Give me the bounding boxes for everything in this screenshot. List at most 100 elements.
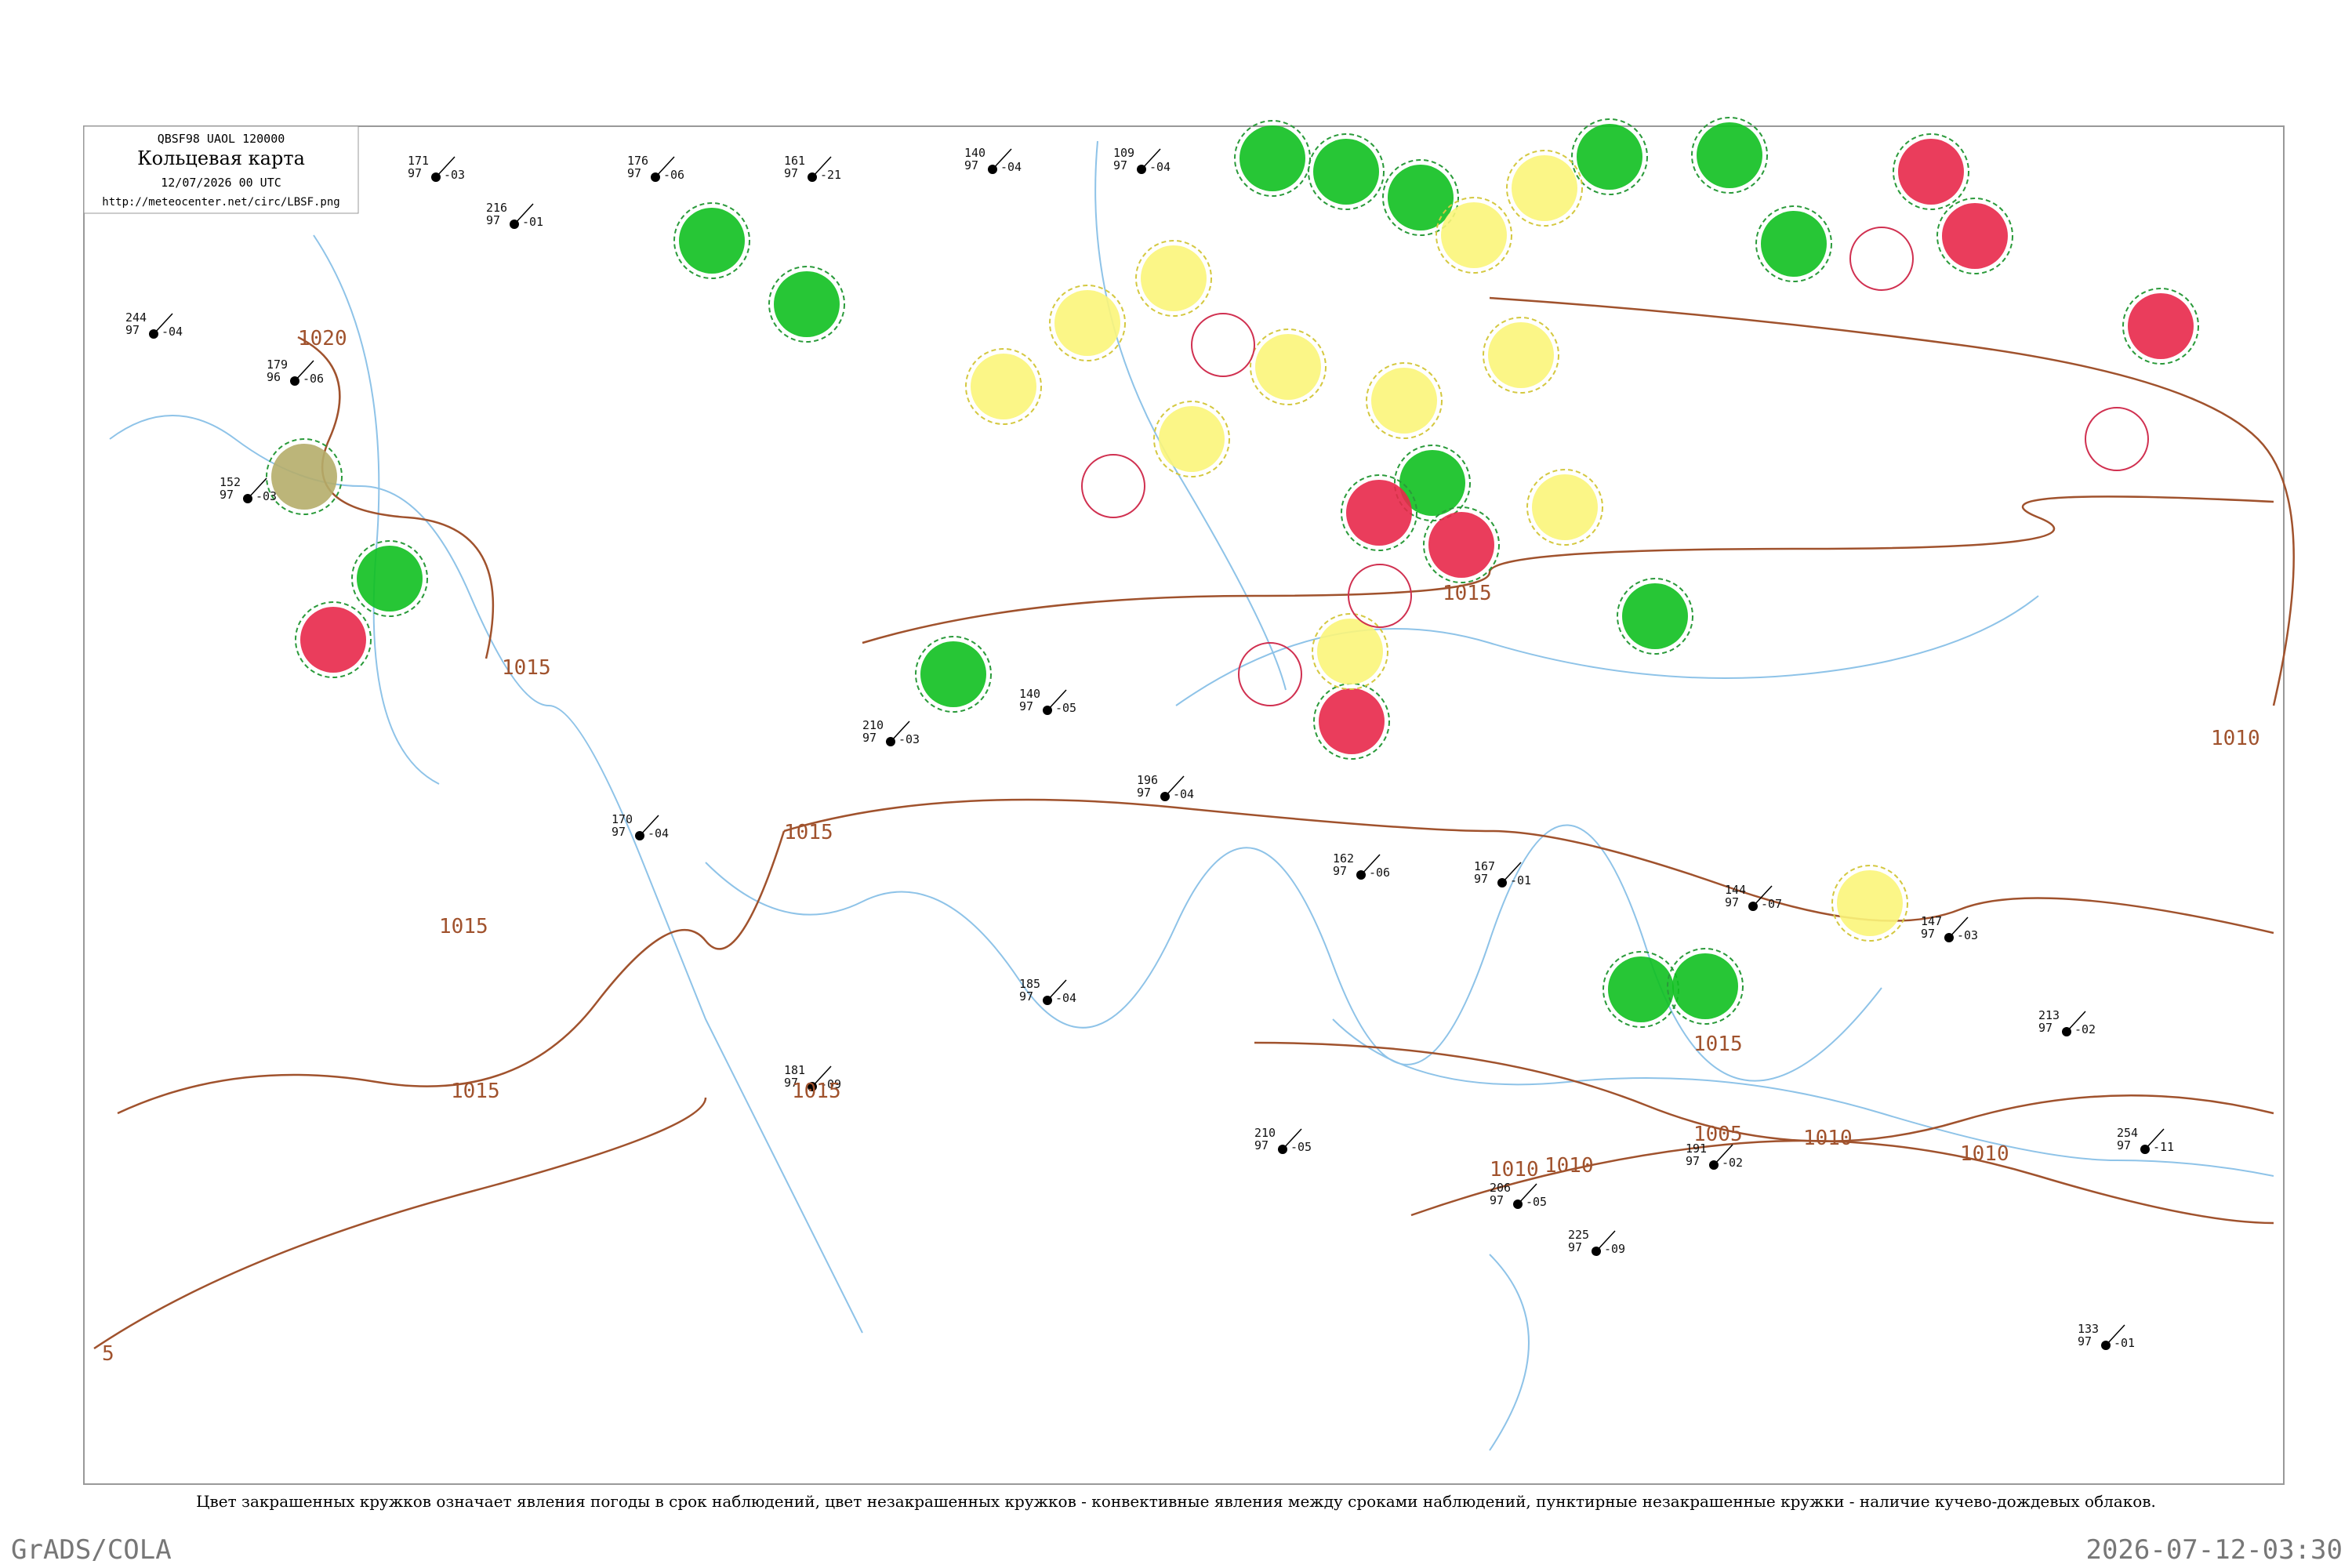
- station-value: -05: [1055, 701, 1076, 715]
- station-value: 97: [627, 166, 641, 180]
- weather-circle: [1577, 124, 1642, 190]
- station-value: 206: [1490, 1181, 1511, 1195]
- isobar-label: 1015: [784, 821, 833, 844]
- weather-circle: [1317, 619, 1383, 684]
- footer-left: GrADS/COLA: [11, 1534, 172, 1566]
- station-value: -01: [2114, 1336, 2135, 1350]
- wind-barb: [811, 156, 832, 178]
- weather-circle: [1898, 139, 1964, 205]
- weather-circle: [1388, 165, 1454, 230]
- weather-circle: [1532, 474, 1598, 540]
- station-value: 254: [2117, 1126, 2138, 1140]
- station-value: -06: [1369, 866, 1390, 880]
- dashed-ring: [965, 348, 1042, 425]
- map-frame: [83, 125, 2285, 1485]
- station-value: 171: [408, 154, 429, 168]
- station-value: -01: [1510, 873, 1531, 887]
- weather-circle: [357, 546, 423, 612]
- weather-circle: [1141, 245, 1207, 311]
- station-value: 97: [220, 488, 234, 502]
- station-value: -02: [1722, 1156, 1743, 1170]
- wind-barb: [639, 815, 659, 837]
- station-value: 109: [1113, 146, 1134, 160]
- weather-circle: [1608, 956, 1674, 1022]
- station-value: 97: [408, 166, 422, 180]
- station-value: -09: [820, 1077, 841, 1091]
- station-value: -03: [898, 732, 920, 746]
- station-value: -04: [1149, 160, 1171, 174]
- weather-circle: [1346, 480, 1412, 546]
- isobar-label: 1015: [792, 1080, 841, 1103]
- station-value: -04: [162, 325, 183, 339]
- station-value: 170: [612, 812, 633, 826]
- wind-barb: [1141, 148, 1161, 170]
- dashed-ring: [1936, 198, 2013, 274]
- wind-barb: [153, 313, 173, 335]
- dashed-ring: [295, 601, 372, 678]
- dashed-ring: [1691, 117, 1768, 194]
- station-value: -07: [1761, 897, 1782, 911]
- station-value: 97: [784, 1076, 798, 1090]
- dashed-ring: [1436, 197, 1512, 274]
- station-value: 144: [1725, 883, 1746, 897]
- weather-circle: [1159, 406, 1225, 472]
- weather-circle: [1371, 368, 1437, 434]
- station-value: -11: [2153, 1140, 2174, 1154]
- wind-barb: [1752, 885, 1773, 907]
- dashed-ring: [1755, 205, 1832, 282]
- station-value: 179: [267, 358, 288, 372]
- station-value: 191: [1686, 1142, 1707, 1156]
- wind-barb: [811, 1065, 832, 1087]
- station-value: 213: [2038, 1008, 2060, 1022]
- station-value: 97: [1254, 1138, 1269, 1152]
- wind-barb: [1282, 1128, 1302, 1150]
- wind-barb: [514, 203, 534, 225]
- dashed-ring: [1049, 285, 1126, 361]
- weather-circle: [300, 607, 366, 673]
- weather-circles: [266, 117, 2199, 1028]
- dashed-ring: [1341, 474, 1417, 551]
- station-value: 147: [1921, 914, 1942, 928]
- footer-right: 2026-07-12-03:30: [2085, 1534, 2343, 1566]
- station-value: 97: [125, 323, 140, 337]
- dashed-ring: [1312, 613, 1388, 690]
- dashed-ring: [2122, 288, 2199, 365]
- weather-circle: [1428, 512, 1494, 578]
- station-value: -03: [1957, 928, 1978, 942]
- station-value: 225: [1568, 1228, 1589, 1242]
- convective-ring: [2085, 407, 2149, 471]
- station-value: 97: [2117, 1138, 2131, 1152]
- isobar-label: 1015: [1693, 1033, 1743, 1056]
- weather-circle: [920, 641, 986, 707]
- station-value: -04: [1000, 160, 1022, 174]
- station-value: 244: [125, 310, 147, 325]
- weather-circle: [1512, 155, 1577, 221]
- wind-barb: [1713, 1144, 1733, 1166]
- isobar-label: 1015: [1443, 582, 1492, 605]
- station-value: 176: [627, 154, 648, 168]
- dashed-ring: [351, 540, 428, 617]
- dashed-ring: [1526, 469, 1603, 546]
- station-value: 97: [1137, 786, 1151, 800]
- station-value: 97: [1019, 699, 1033, 713]
- map-url: http://meteocenter.net/circ/LBSF.png: [102, 196, 339, 209]
- dashed-ring: [1308, 133, 1385, 210]
- dashed-ring: [1234, 120, 1311, 197]
- wind-barb: [294, 360, 314, 382]
- map-title: Кольцевая карта: [137, 147, 305, 169]
- dashed-ring: [1382, 159, 1459, 236]
- wind-barb: [992, 148, 1012, 170]
- wind-barb: [1517, 1183, 1537, 1205]
- weather-circle: [774, 271, 840, 337]
- dashed-ring: [915, 636, 992, 713]
- dashed-ring: [1831, 865, 1908, 942]
- isobar-label: 1015: [451, 1080, 500, 1103]
- isobar-label: 1015: [439, 915, 488, 938]
- dashed-ring: [1250, 328, 1327, 405]
- station-value: 97: [862, 731, 877, 745]
- weather-circle: [1319, 688, 1385, 754]
- station-value: -03: [256, 489, 277, 503]
- isobar-label: 1010: [2211, 727, 2260, 750]
